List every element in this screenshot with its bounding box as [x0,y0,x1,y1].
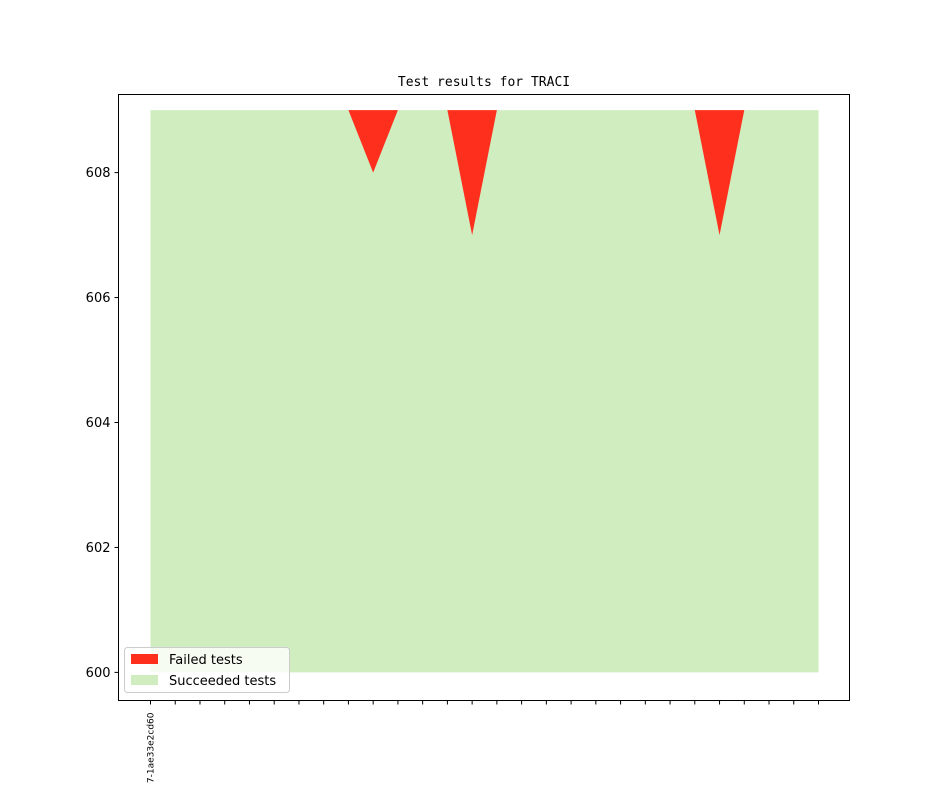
y-tick-label: 602 [86,541,111,556]
area-succeeded-tests [150,110,819,673]
x-tick-label: 7-1ae33e2cd60 [147,712,157,783]
legend-frame [124,647,290,693]
plot-area [150,110,819,673]
y-tick-label: 604 [86,416,111,431]
plot-frame [118,94,850,701]
legend: Failed tests Succeeded tests [124,647,290,693]
y-axis: 600 602 604 606 608 [86,166,119,681]
area-failed-tests [150,110,819,236]
chart-title: Test results for TRACI [398,75,570,90]
legend-swatch-succeeded [131,675,158,685]
legend-label-failed: Failed tests [169,653,243,668]
x-axis: 7-1ae33e2cd60 [147,700,819,783]
legend-swatch-failed [131,654,158,664]
y-tick-label: 608 [86,166,111,181]
y-tick-label: 600 [86,666,111,681]
y-tick-label: 606 [86,291,111,306]
legend-label-succeeded: Succeeded tests [169,674,276,689]
